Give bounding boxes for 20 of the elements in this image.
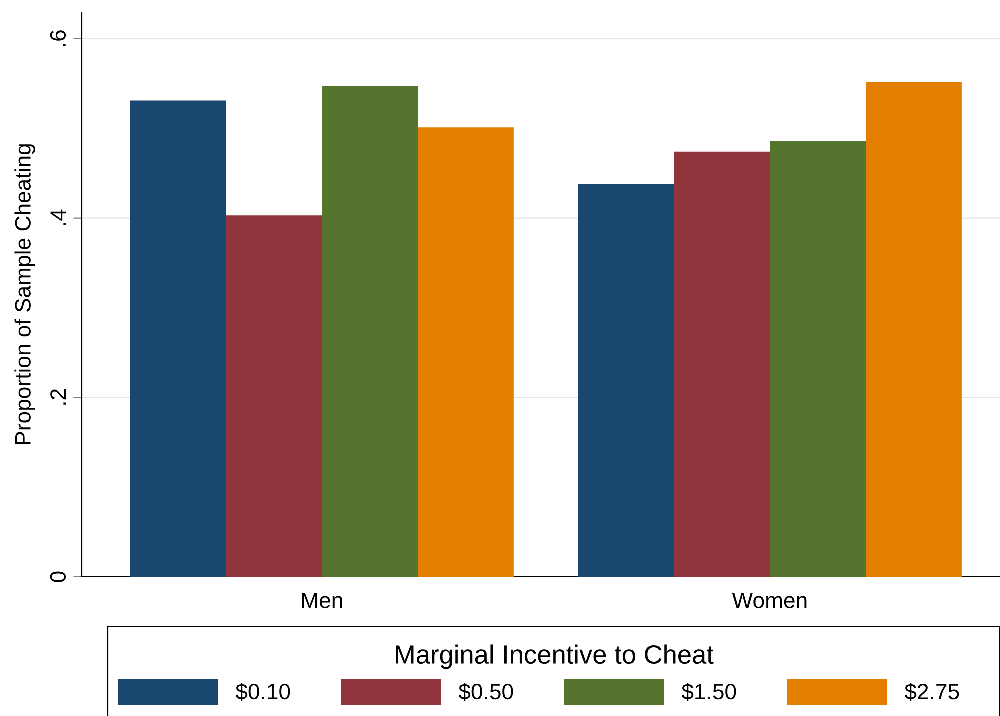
bar	[578, 184, 674, 577]
y-axis-title: Proportion of Sample Cheating	[14, 144, 36, 444]
bar	[866, 82, 962, 577]
legend-title: Marginal Incentive to Cheat	[396, 644, 714, 670]
legend-label: $1.50	[682, 683, 736, 701]
legend-label: $0.50	[458, 683, 514, 701]
y-tick-label: .4	[50, 210, 66, 226]
bar	[130, 100, 226, 577]
x-tick-label: Women	[732, 592, 807, 608]
bar	[770, 141, 866, 577]
bar	[674, 152, 770, 577]
y-tick-label: 0	[50, 572, 66, 582]
y-tick-label: .2	[50, 390, 66, 405]
bar	[226, 216, 322, 577]
bar	[322, 86, 418, 577]
y-tick-label: .6	[50, 30, 66, 46]
bar	[418, 128, 514, 577]
x-tick-label: Men	[302, 592, 342, 608]
legend-label: $0.10	[236, 683, 290, 701]
legend-label: $2.75	[904, 683, 960, 701]
